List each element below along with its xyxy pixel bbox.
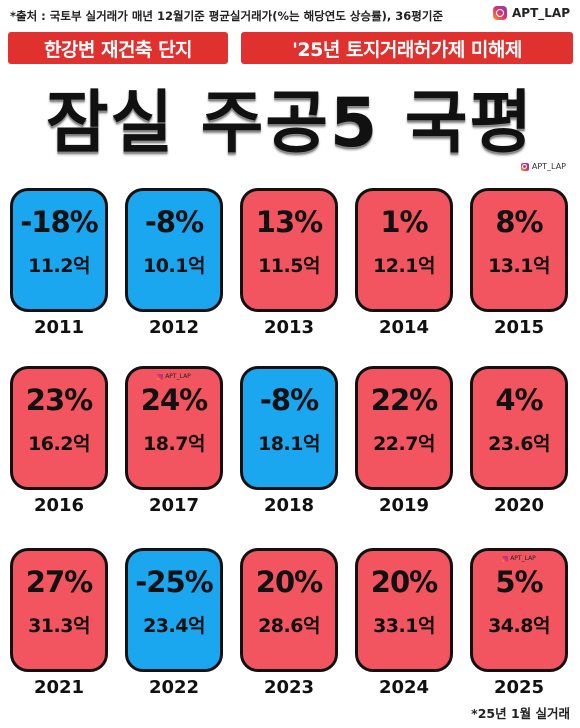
handle-label: APT_LAP bbox=[512, 6, 570, 20]
year-label: 2016 bbox=[33, 495, 85, 516]
year-label: 2013 bbox=[263, 317, 315, 338]
instagram-icon bbox=[493, 6, 507, 20]
year-label: 2011 bbox=[33, 317, 85, 338]
average-price: 16.2억 bbox=[28, 433, 90, 455]
year-card: 22% 22.7억 2019 bbox=[355, 366, 453, 516]
year-card: 27% 31.3억 2021 bbox=[10, 548, 108, 698]
watermark: APT_LAP bbox=[520, 162, 566, 171]
year-card: 4% 23.6억 2020 bbox=[470, 366, 568, 516]
year-card: APT_LAP 5% 34.8억 2025 bbox=[470, 548, 568, 698]
year-card-box: 4% 23.6억 bbox=[470, 366, 568, 490]
year-label: 2024 bbox=[378, 677, 430, 698]
year-label: 2020 bbox=[493, 495, 545, 516]
year-label: 2014 bbox=[378, 317, 430, 338]
change-percent: 20% bbox=[255, 565, 323, 599]
instagram-icon bbox=[157, 373, 164, 380]
tag-riverside: 한강변 재건축 단지 bbox=[8, 32, 228, 64]
year-card: 20% 33.1억 2024 bbox=[355, 548, 453, 698]
year-card-box: APT_LAP 24% 18.7억 bbox=[125, 366, 223, 490]
average-price: 18.7억 bbox=[143, 433, 205, 455]
average-price: 28.6억 bbox=[258, 615, 320, 637]
change-percent: 23% bbox=[25, 383, 93, 417]
year-card-box: 20% 28.6억 bbox=[240, 548, 338, 672]
header-bar: *출처 : 국토부 실거래가 매년 12월기준 평균실거래가(%는 해당연도 상… bbox=[0, 0, 580, 30]
year-label: 2012 bbox=[148, 317, 200, 338]
instagram-icon bbox=[502, 555, 509, 562]
average-price: 11.5억 bbox=[258, 255, 320, 277]
year-card-box: -8% 10.1억 bbox=[125, 188, 223, 312]
average-price: 23.6억 bbox=[488, 433, 550, 455]
year-card: APT_LAP 24% 18.7억 2017 bbox=[125, 366, 223, 516]
change-percent: 1% bbox=[380, 205, 428, 239]
source-note: *출처 : 국토부 실거래가 매년 12월기준 평균실거래가(%는 해당연도 상… bbox=[10, 9, 444, 23]
year-card: 8% 13.1억 2015 bbox=[470, 188, 568, 338]
year-card-box: -25% 23.4억 bbox=[125, 548, 223, 672]
change-percent: 27% bbox=[25, 565, 93, 599]
year-card-box: -8% 18.1억 bbox=[240, 366, 338, 490]
average-price: 11.2억 bbox=[28, 255, 90, 277]
footnote: *25년 1월 실거래 bbox=[471, 706, 570, 721]
change-percent: -25% bbox=[135, 565, 213, 599]
watermark-label: APT_LAP bbox=[165, 373, 191, 380]
year-card-box: -18% 11.2억 bbox=[10, 188, 108, 312]
year-card: -25% 23.4억 2022 bbox=[125, 548, 223, 698]
year-card-box: 13% 11.5억 bbox=[240, 188, 338, 312]
year-card-box: APT_LAP 5% 34.8억 bbox=[470, 548, 568, 672]
year-label: 2023 bbox=[263, 677, 315, 698]
year-card: -8% 18.1억 2018 bbox=[240, 366, 338, 516]
watermark: APT_LAP bbox=[128, 373, 220, 380]
year-card: 23% 16.2억 2016 bbox=[10, 366, 108, 516]
average-price: 22.7억 bbox=[373, 433, 435, 455]
average-price: 12.1억 bbox=[373, 255, 435, 277]
year-label: 2018 bbox=[263, 495, 315, 516]
year-card-box: 27% 31.3억 bbox=[10, 548, 108, 672]
change-percent: 13% bbox=[255, 205, 323, 239]
year-label: 2025 bbox=[493, 677, 545, 698]
year-label: 2015 bbox=[493, 317, 545, 338]
change-percent: 22% bbox=[370, 383, 438, 417]
year-card-box: 8% 13.1억 bbox=[470, 188, 568, 312]
year-label: 2021 bbox=[33, 677, 85, 698]
year-card: -8% 10.1억 2012 bbox=[125, 188, 223, 338]
instagram-icon bbox=[520, 162, 529, 171]
change-percent: 4% bbox=[495, 383, 543, 417]
year-card-box: 1% 12.1억 bbox=[355, 188, 453, 312]
year-card: 20% 28.6억 2023 bbox=[240, 548, 338, 698]
average-price: 13.1억 bbox=[488, 255, 550, 277]
tag-land-permit: '25년 토지거래허가제 미해제 bbox=[241, 32, 573, 64]
year-label: 2022 bbox=[148, 677, 200, 698]
year-card-box: 20% 33.1억 bbox=[355, 548, 453, 672]
year-label: 2019 bbox=[378, 495, 430, 516]
watermark: APT_LAP bbox=[473, 555, 565, 562]
change-percent: -8% bbox=[259, 383, 319, 417]
change-percent: -8% bbox=[144, 205, 204, 239]
average-price: 33.1억 bbox=[373, 615, 435, 637]
watermark-label: APT_LAP bbox=[531, 162, 566, 171]
year-label: 2017 bbox=[148, 495, 200, 516]
change-percent: 20% bbox=[370, 565, 438, 599]
year-card-box: 22% 22.7억 bbox=[355, 366, 453, 490]
average-price: 34.8억 bbox=[488, 615, 550, 637]
change-percent: 8% bbox=[495, 205, 543, 239]
average-price: 18.1억 bbox=[258, 433, 320, 455]
instagram-handle: APT_LAP bbox=[493, 6, 570, 20]
year-card: 1% 12.1억 2014 bbox=[355, 188, 453, 338]
change-percent: 24% bbox=[140, 383, 208, 417]
page-title: 잠실 주공5 국평 bbox=[45, 83, 535, 163]
average-price: 31.3억 bbox=[28, 615, 90, 637]
year-card: -18% 11.2억 2011 bbox=[10, 188, 108, 338]
change-percent: 5% bbox=[495, 565, 543, 599]
watermark-label: APT_LAP bbox=[510, 555, 536, 562]
average-price: 23.4억 bbox=[143, 615, 205, 637]
average-price: 10.1억 bbox=[143, 255, 205, 277]
change-percent: -18% bbox=[20, 205, 98, 239]
year-card: 13% 11.5억 2013 bbox=[240, 188, 338, 338]
year-card-box: 23% 16.2억 bbox=[10, 366, 108, 490]
